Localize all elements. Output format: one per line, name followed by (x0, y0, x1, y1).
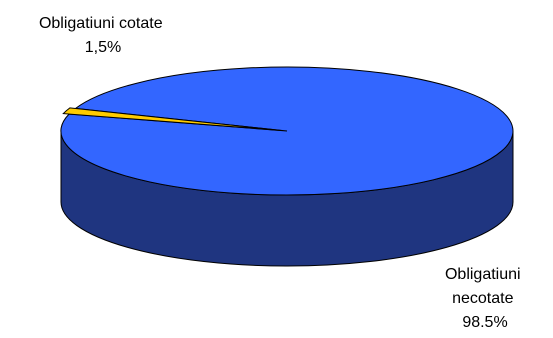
slice-label-necotate-line2: necotate (452, 290, 513, 307)
slice-label-cotate-name: Obligatiuni cotate (39, 15, 163, 32)
slice-label-obligatiuni-cotate: Obligatiuni cotate 1,5% (39, 15, 167, 56)
pie-slice-obligatiuni-cotate (62, 107, 282, 131)
slice-label-cotate-value: 1,5% (85, 39, 121, 56)
slice-label-necotate-line1: Obligatiuni (445, 266, 521, 283)
slice-label-obligatiuni-necotate: Obligatiuni necotate 98.5% (445, 266, 525, 331)
pie-slice-obligatiuni-necotate (60, 66, 514, 196)
slice-label-necotate-value: 98.5% (462, 314, 507, 331)
